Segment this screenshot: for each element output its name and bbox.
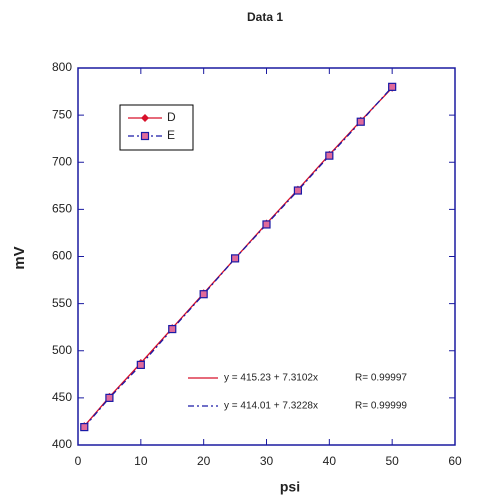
y-tick-label: 800: [52, 60, 72, 74]
y-tick-label: 450: [52, 390, 72, 404]
point: [136, 360, 145, 369]
x-tick-label: 20: [197, 454, 211, 468]
x-tick-label: 50: [385, 454, 399, 468]
legend-marker: [141, 114, 149, 122]
legend-label: D: [167, 110, 176, 124]
point: [388, 82, 397, 91]
y-axis-label: mV: [11, 246, 28, 269]
x-tick-label: 30: [260, 454, 274, 468]
point: [356, 117, 365, 126]
x-tick-label: 0: [75, 454, 82, 468]
point: [262, 220, 271, 229]
legend-label: E: [167, 128, 175, 142]
x-axis-label: psi: [280, 479, 300, 495]
y-tick-label: 550: [52, 296, 72, 310]
annotation-text: y = 415.23 + 7.3102x: [224, 373, 318, 384]
y-tick-label: 600: [52, 249, 72, 263]
point: [199, 290, 208, 299]
point: [230, 254, 240, 263]
point: [293, 186, 303, 195]
legend-box: [119, 104, 194, 151]
annotation-r: R= 0.99999: [355, 401, 407, 412]
y-tick-label: 500: [52, 343, 72, 357]
annotation-r: R= 0.99997: [355, 373, 407, 384]
y-tick-label: 400: [52, 437, 72, 451]
y-tick-label: 700: [52, 154, 72, 168]
chart-title: Data 1: [247, 10, 283, 24]
y-tick-label: 650: [52, 202, 72, 216]
y-tick-label: 750: [52, 107, 72, 121]
legend-marker: [140, 131, 150, 141]
point: [325, 151, 334, 160]
x-tick-label: 60: [448, 454, 462, 468]
annotation-text: y = 414.01 + 7.3228x: [224, 401, 318, 412]
point: [168, 324, 177, 334]
point: [80, 422, 89, 432]
x-tick-label: 40: [323, 454, 337, 468]
point: [105, 393, 114, 402]
x-tick-label: 10: [134, 454, 148, 468]
